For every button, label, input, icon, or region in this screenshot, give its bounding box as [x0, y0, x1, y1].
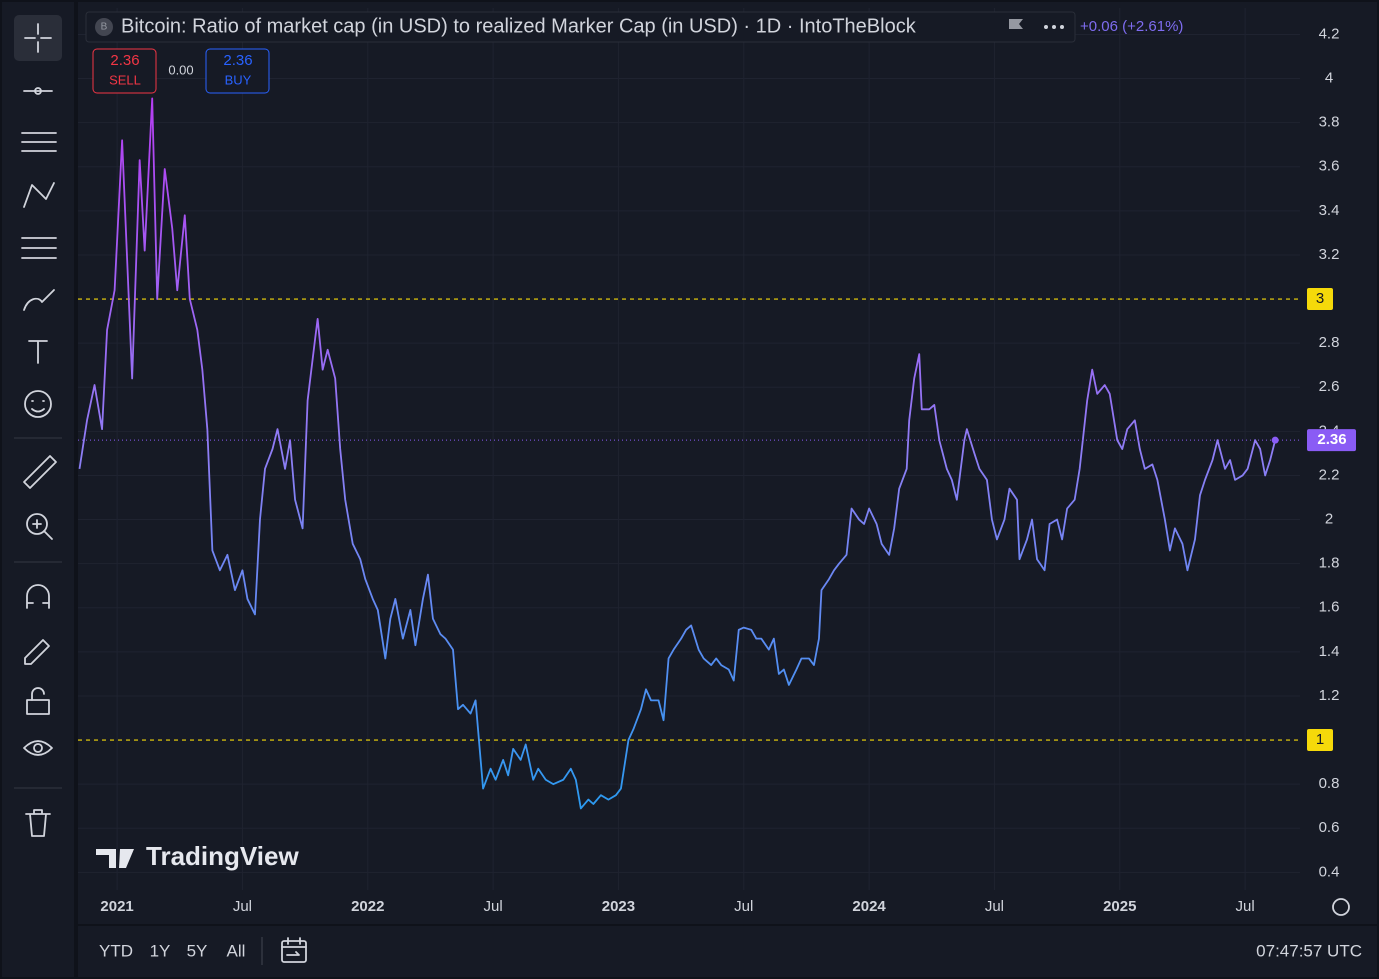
level-label: 1 [1316, 731, 1324, 748]
x-tick-label: Jul [1236, 898, 1255, 915]
range-button[interactable]: 1Y [150, 941, 171, 960]
magnet-tool[interactable] [26, 584, 50, 609]
symbol-letter: B [101, 22, 108, 33]
last-value-label: 2.36 [1317, 431, 1346, 448]
last-value-badge [1307, 429, 1356, 452]
zoom-glyph [32, 519, 53, 540]
toolbar [2, 2, 74, 977]
lock-tool[interactable] [26, 699, 50, 715]
x-tick-label: Jul [233, 898, 252, 915]
y-tick-label: 1.4 [1319, 643, 1340, 660]
forecast-tool[interactable] [21, 237, 57, 259]
legend-title: Bitcoin: Ratio of market cap (in USD) to… [121, 15, 917, 37]
sell-label: SELL [109, 72, 141, 87]
lock-shackle [31, 687, 45, 701]
y-tick-label: 3.2 [1319, 246, 1340, 263]
data-line [78, 97, 1277, 810]
buy-label: BUY [225, 72, 252, 87]
cross-tool[interactable] [14, 15, 62, 61]
pattern-tool[interactable] [23, 182, 55, 208]
toolbar-separator [14, 437, 62, 789]
zoom-tool[interactable] [26, 513, 48, 535]
y-tick-label: 1.2 [1319, 687, 1340, 704]
y-tick-label: 3.4 [1319, 202, 1340, 219]
eye-pupil [33, 743, 43, 753]
chart-area [78, 2, 1377, 924]
cross-icon [24, 23, 52, 53]
bottom-bar [78, 926, 1377, 977]
y-tick-label: 2 [1325, 511, 1333, 528]
level-label: 3 [1316, 290, 1324, 307]
y-tick-label: 4.2 [1319, 25, 1340, 42]
date-range-glyph [281, 937, 307, 956]
fib-tool[interactable] [21, 132, 57, 152]
flag-icon[interactable] [1009, 19, 1023, 35]
clock: 07:47:57 UTC [1256, 941, 1362, 960]
watermark: TradingView [146, 841, 299, 871]
x-tick-label: 2025 [1103, 898, 1136, 915]
y-tick-label: 2.6 [1319, 378, 1340, 395]
more-icon[interactable] [1044, 25, 1064, 29]
y-tick-label: 3.6 [1319, 158, 1340, 175]
plot [78, 97, 1300, 810]
delete-tool[interactable] [25, 809, 51, 837]
level-badge [1307, 288, 1333, 311]
overlay: 4.243.83.63.43.22.82.62.42.221.81.61.41.… [100, 25, 1356, 915]
x-tick-label: Jul [484, 898, 503, 915]
axis-settings[interactable] [1332, 898, 1350, 916]
x-tick-label: 2021 [100, 898, 133, 915]
y-tick-label: 2.8 [1319, 334, 1340, 351]
legend-change: +0.06 (+2.61%) [1080, 18, 1183, 35]
x-tick-label: Jul [985, 898, 1004, 915]
y-tick-label: 0.6 [1319, 819, 1340, 836]
legend-box [85, 11, 1076, 43]
lock-draw-tool[interactable] [24, 639, 50, 665]
y-tick-label: 1.8 [1319, 555, 1340, 572]
y-tick-label: 1.6 [1319, 599, 1340, 616]
text-tool[interactable] [28, 340, 48, 364]
level-badge [1307, 729, 1333, 752]
y-tick-label: 4 [1325, 70, 1333, 87]
y-tick-label: 2.2 [1319, 466, 1340, 483]
range-button[interactable]: YTD [99, 941, 133, 960]
emoji-tool[interactable] [24, 390, 52, 418]
ruler-tool[interactable] [23, 455, 57, 489]
x-tick-label: 2023 [602, 898, 635, 915]
eye-tool[interactable] [23, 740, 53, 756]
x-tick-label: Jul [734, 898, 753, 915]
line-dot [34, 87, 42, 95]
y-tick-label: 3.8 [1319, 114, 1340, 131]
emoji-face [31, 400, 45, 413]
x-tick-label: 2024 [852, 898, 886, 915]
brush-tool[interactable] [23, 289, 55, 311]
sell-price: 2.36 [110, 52, 139, 69]
last-point [1271, 436, 1279, 444]
range-buttons: YTD 1Y 5Y All [99, 941, 245, 960]
date-range-button[interactable] [281, 940, 307, 963]
range-button[interactable]: 5Y [187, 941, 208, 960]
toolbar-icons [14, 15, 62, 837]
symbol-icon [95, 18, 113, 36]
buy-price: 2.36 [223, 52, 252, 69]
buy-button[interactable] [205, 48, 270, 94]
range-button[interactable]: All [227, 941, 246, 960]
sell-button[interactable] [92, 48, 157, 94]
y-tick-label: 0.8 [1319, 775, 1340, 792]
watermark-logo [96, 849, 134, 868]
spread: 0.00 [168, 62, 193, 77]
x-tick-label: 2022 [351, 898, 384, 915]
y-tick-label: 0.4 [1319, 863, 1340, 880]
